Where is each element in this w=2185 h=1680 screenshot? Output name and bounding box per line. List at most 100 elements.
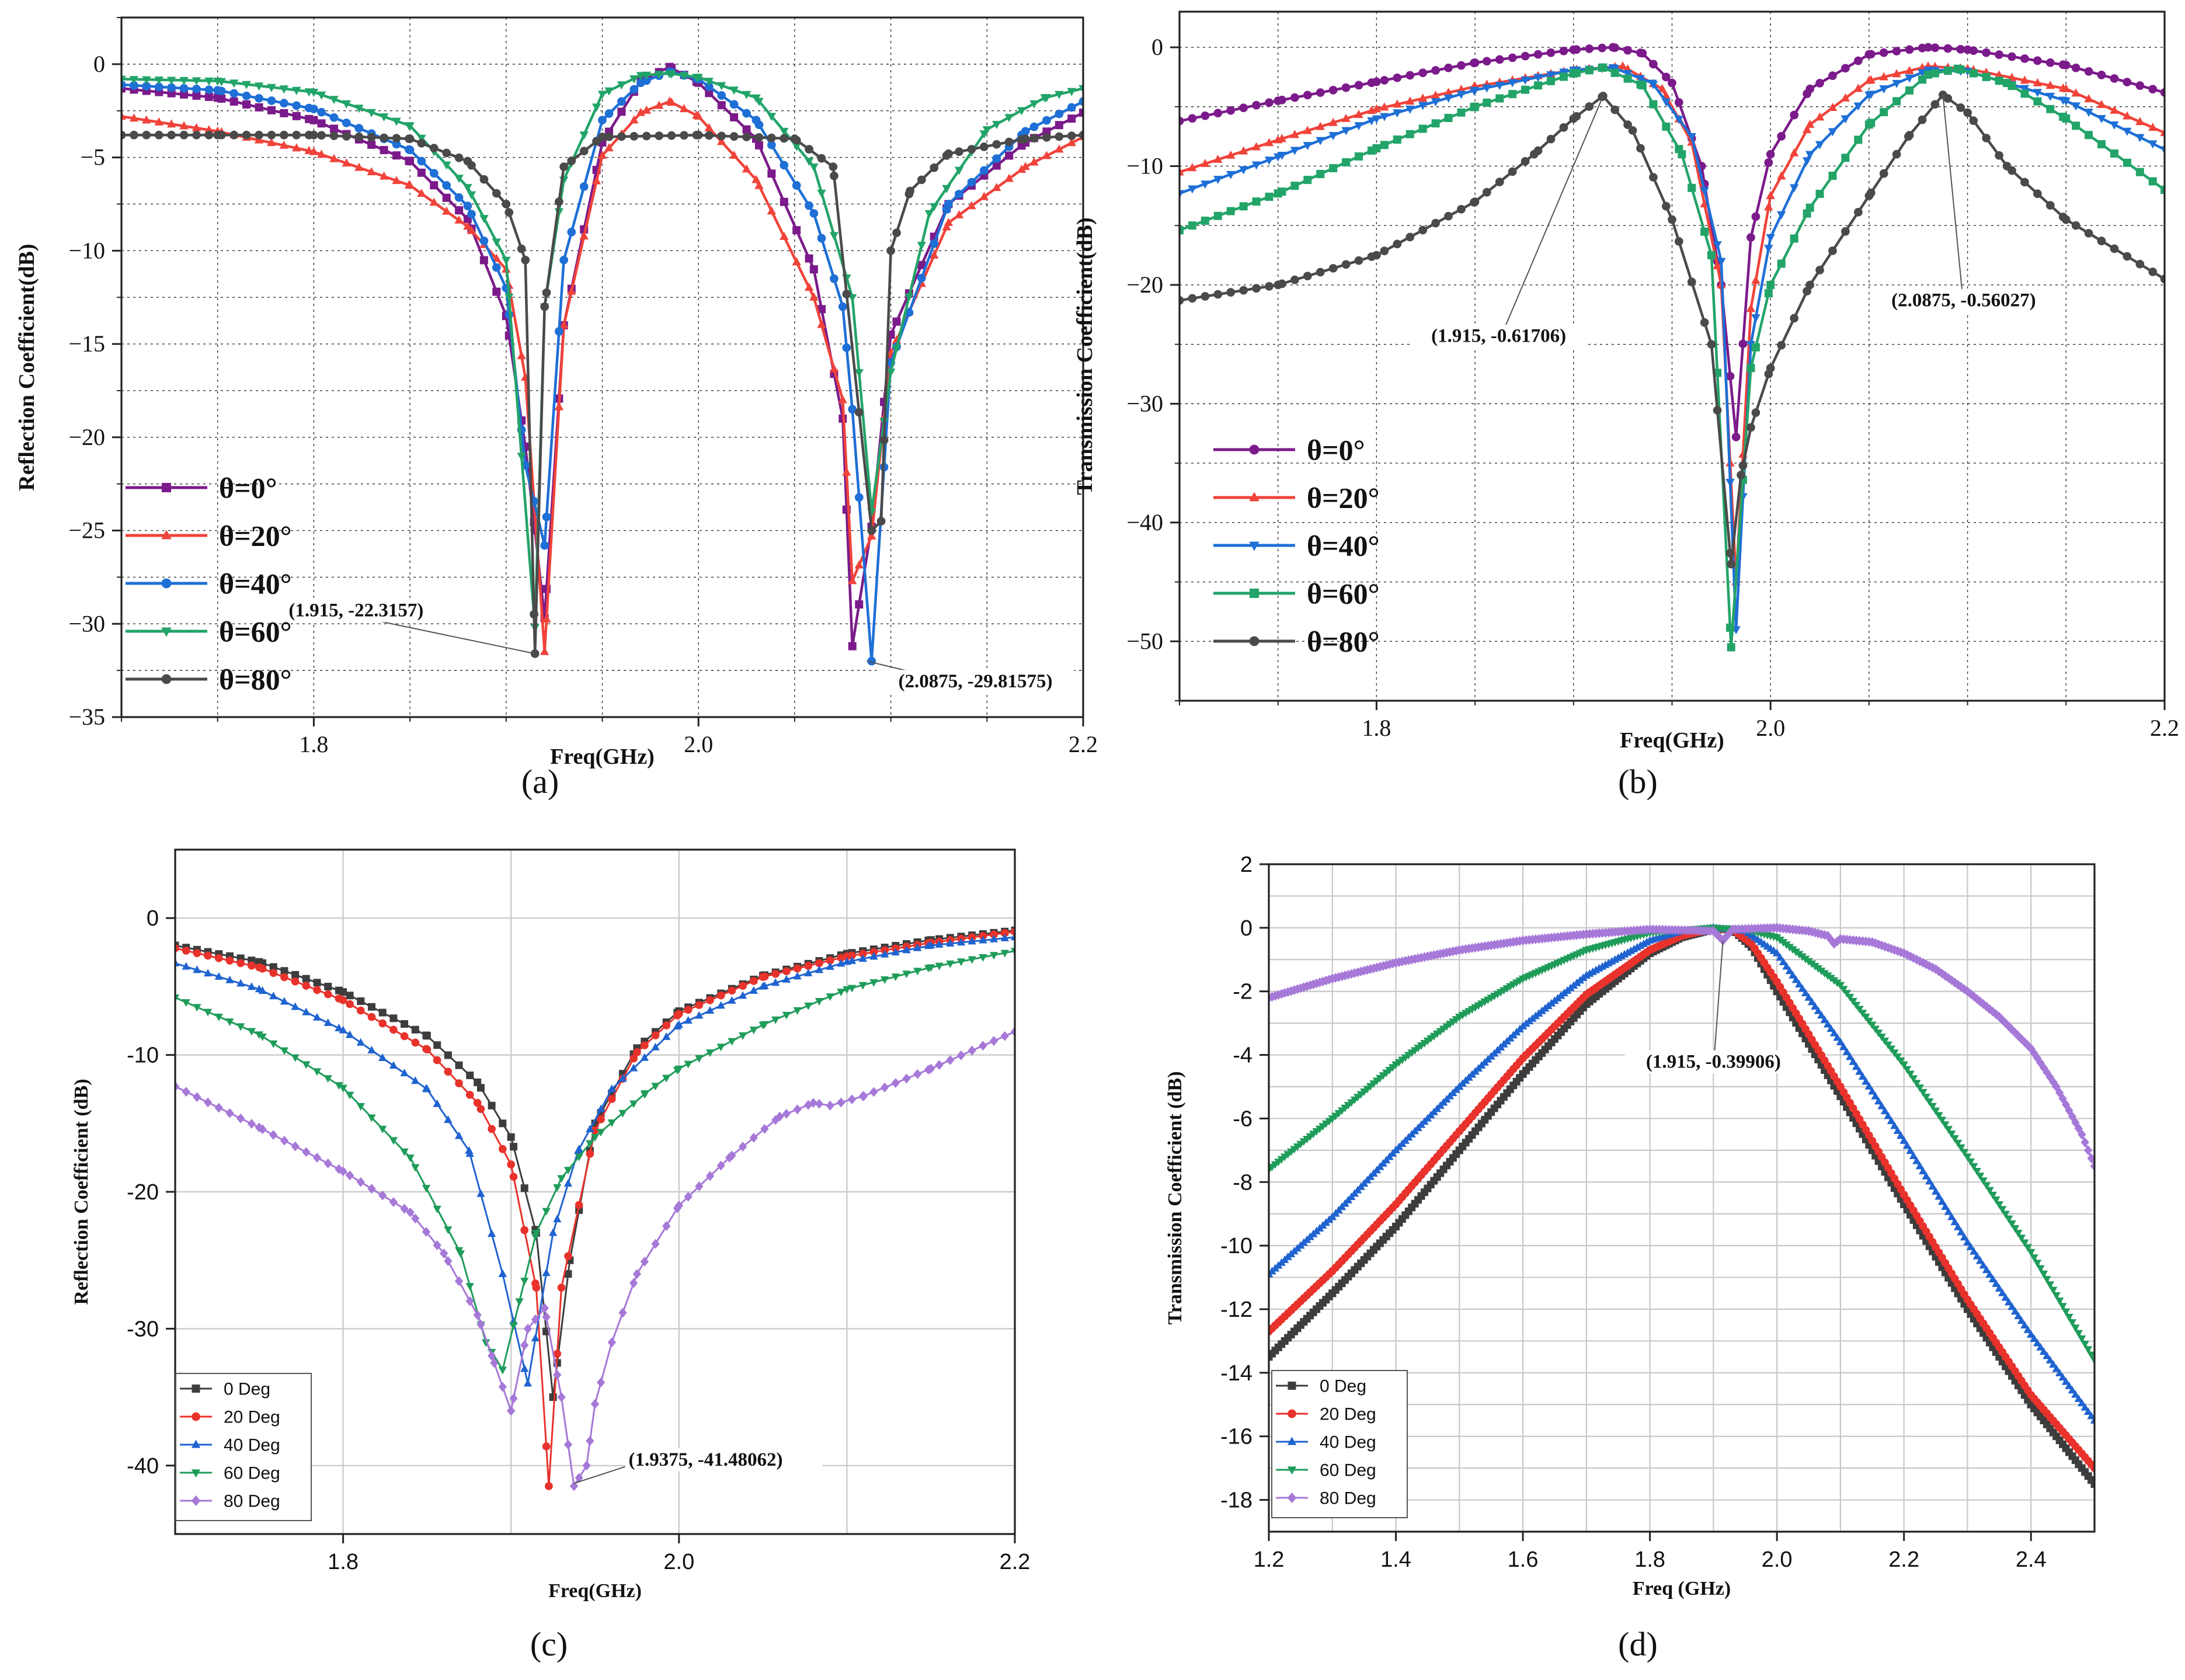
data-point	[641, 1041, 649, 1049]
data-point	[2148, 85, 2158, 94]
data-point	[924, 210, 934, 218]
data-point	[2039, 1270, 2048, 1278]
data-point	[2148, 267, 2158, 276]
data-point	[1269, 1327, 1273, 1335]
annotation-bg	[876, 670, 1074, 693]
data-point	[694, 111, 703, 120]
data-point	[345, 1170, 354, 1181]
data-point	[1457, 204, 1466, 214]
data-point	[759, 982, 767, 990]
data-point	[1820, 1015, 1829, 1023]
data-point	[1226, 171, 1236, 179]
data-point	[1213, 109, 1223, 118]
data-point	[782, 1011, 791, 1020]
data-point	[1342, 158, 1351, 166]
annotation: (1.915, -22.3157)	[267, 599, 535, 655]
data-point	[465, 1296, 474, 1306]
data-point	[1303, 142, 1313, 151]
data-point	[2068, 1111, 2077, 1122]
data-point	[1623, 74, 1632, 83]
data-point	[842, 290, 851, 298]
data-point	[629, 1278, 638, 1288]
data-point	[847, 1094, 857, 1105]
data-point	[269, 1040, 278, 1048]
data-point	[354, 124, 364, 133]
data-point	[679, 72, 689, 81]
data-point	[1393, 135, 1401, 144]
data-point	[229, 89, 239, 98]
data-point	[979, 935, 987, 944]
data-point	[1904, 132, 1913, 141]
data-point	[1188, 114, 1197, 123]
data-point	[1269, 1269, 1274, 1278]
data-point	[1000, 949, 1009, 958]
data-point	[517, 453, 526, 461]
data-point	[1828, 128, 1838, 137]
data-point	[654, 100, 664, 109]
series-markers	[175, 926, 1015, 1401]
data-point	[579, 231, 589, 240]
data-point	[1976, 1256, 1985, 1264]
data-point	[2065, 1105, 2073, 1116]
data-point	[1899, 1061, 1908, 1069]
data-point	[979, 1041, 987, 1051]
data-point	[716, 1160, 725, 1171]
legend-label: θ=80°	[219, 663, 292, 696]
panel-caption: (b)	[1618, 763, 1658, 801]
data-point	[214, 954, 223, 962]
legend-label: 40 Deg	[1320, 1433, 1376, 1452]
data-point	[2045, 92, 2055, 101]
data-point	[2033, 1260, 2042, 1268]
data-point	[782, 975, 791, 983]
data-point	[1854, 135, 1863, 144]
data-point	[867, 531, 876, 540]
data-point	[1930, 69, 1939, 78]
data-point	[1853, 207, 1863, 217]
data-point	[1645, 946, 1654, 954]
annotation-leader	[1942, 95, 1964, 307]
data-point	[1828, 103, 1838, 112]
data-point	[567, 156, 576, 165]
data-point	[1585, 44, 1594, 53]
data-point	[279, 130, 288, 140]
data-point	[1960, 1233, 1969, 1241]
series-markers	[175, 1027, 1015, 1491]
series-group	[1269, 923, 2094, 1488]
data-point	[1963, 1153, 1972, 1161]
data-point	[1180, 116, 1184, 126]
data-point	[1966, 989, 1975, 999]
data-point	[1915, 1161, 1925, 1170]
data-point	[2045, 1281, 2055, 1289]
data-point	[1773, 934, 1782, 942]
data-point	[982, 126, 991, 135]
data-point	[1265, 98, 1274, 107]
data-point	[989, 952, 998, 960]
data-point	[1953, 1222, 1963, 1230]
data-point	[1700, 318, 1709, 327]
data-point	[1815, 79, 1824, 88]
x-axis-title: Freq(GHz)	[548, 1580, 642, 1602]
data-point	[401, 1020, 409, 1028]
data-point	[2078, 1335, 2086, 1343]
panel-c: 1.8 2.0 2.20-10-20-30-40Freq(GHz)Reflectio…	[71, 848, 1030, 1663]
data-point	[730, 113, 739, 121]
data-point	[193, 1092, 201, 1102]
data-point	[1985, 1187, 1994, 1195]
data-point	[651, 1031, 660, 1039]
data-point	[742, 133, 751, 141]
data-point	[130, 81, 138, 90]
data-point	[2003, 79, 2012, 88]
data-point	[1328, 1115, 1337, 1124]
data-point	[430, 181, 439, 190]
data-point	[1582, 929, 1591, 940]
data-point	[542, 512, 551, 521]
data-point	[1858, 1072, 1867, 1080]
data-point	[2123, 111, 2132, 120]
data-point	[2074, 1330, 2083, 1338]
data-point	[1915, 956, 1925, 966]
data-point	[2123, 252, 2132, 261]
data-point	[1405, 130, 1414, 138]
data-point	[1828, 172, 1837, 180]
data-point	[1817, 1011, 1826, 1019]
data-point	[423, 1084, 432, 1093]
